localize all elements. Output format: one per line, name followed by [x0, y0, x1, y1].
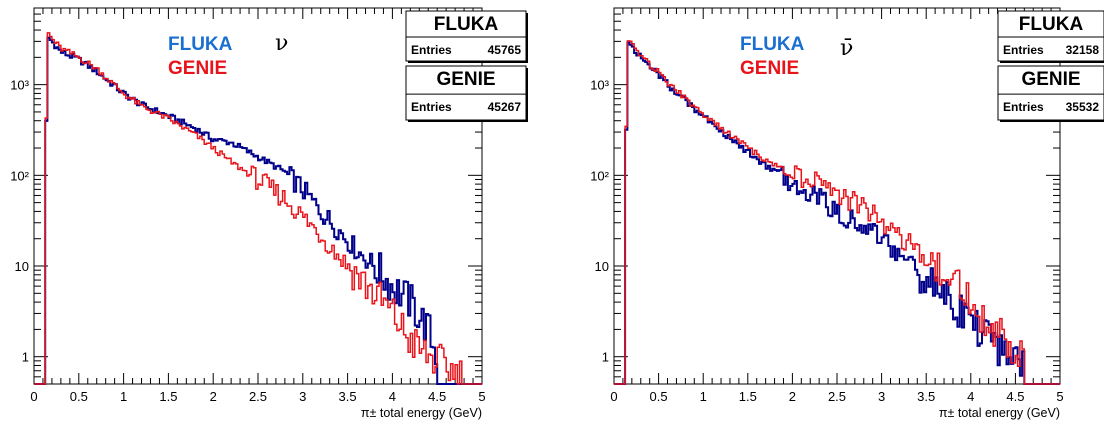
- y-tick-label: 10: [15, 259, 29, 274]
- x-tick-label: 3.5: [339, 389, 357, 404]
- x-tick-label: 1.5: [739, 389, 757, 404]
- x-axis-label: π± total energy (GeV): [361, 406, 482, 420]
- x-tick-label: 0: [30, 389, 37, 404]
- stat-entries-label: Entries: [411, 100, 452, 114]
- chart-panel-1: 0 0.5 1 1.5 2 2.5 3 3.5 4 4.5 5 1 10 10² 10³ π± total e…: [10, 7, 528, 420]
- series-line-genie: [614, 40, 1060, 385]
- stat-box-genie: GENIE Entries 35532: [997, 65, 1104, 122]
- legend-fluka: FLUKA: [740, 34, 805, 55]
- x-tick-label: 2.5: [249, 389, 267, 404]
- x-tick-label: 4.5: [428, 389, 446, 404]
- stat-entries-value: 32158: [1066, 43, 1100, 57]
- stat-entries-label: Entries: [1003, 43, 1044, 57]
- stat-box-title: FLUKA: [1019, 14, 1084, 35]
- x-tick-label: 5: [1056, 389, 1063, 404]
- y-tick-label: 1: [602, 350, 609, 365]
- x-tick-label: 2.5: [828, 389, 846, 404]
- stat-box-genie: GENIE Entries 45267: [405, 65, 528, 122]
- stat-box-title: FLUKA: [434, 14, 499, 35]
- y-tick-label: 10³: [10, 78, 29, 93]
- y-tick-label: 10³: [590, 78, 609, 93]
- stat-entries-value: 45765: [488, 43, 522, 57]
- x-tick-label: 4.5: [1006, 389, 1024, 404]
- x-tick-label: 3: [878, 389, 885, 404]
- stat-box-frame: [405, 65, 527, 121]
- x-tick-label: 3.5: [917, 389, 935, 404]
- x-axis-label: π± total energy (GeV): [939, 406, 1060, 420]
- stat-box-fluka: FLUKA Entries 45765: [405, 10, 528, 63]
- x-tick-label: 4: [389, 389, 396, 404]
- y-tick-label: 10²: [590, 168, 609, 183]
- x-tick-label: 0: [610, 389, 617, 404]
- series-line-fluka: [614, 41, 1060, 385]
- neutrino-symbol: ν̄: [840, 36, 853, 61]
- x-tick-label: 1: [700, 389, 707, 404]
- legend-fluka: FLUKA: [168, 34, 233, 55]
- stat-box-frame: [405, 10, 527, 62]
- x-tick-label: 5: [478, 389, 485, 404]
- stat-entries-value: 45267: [488, 100, 522, 114]
- x-tick-label: 0.5: [650, 389, 668, 404]
- x-tick-label: 1: [120, 389, 127, 404]
- y-tick-label: 10²: [10, 168, 29, 183]
- legend-genie: GENIE: [168, 58, 227, 79]
- legend-genie: GENIE: [740, 58, 799, 79]
- x-tick-label: 0.5: [70, 389, 88, 404]
- chart-panel-2: 0 0.5 1 1.5 2 2.5 3 3.5 4 4.5 5 1 10 10² 10³ π± total e…: [590, 7, 1104, 420]
- stat-box-frame: [997, 65, 1104, 121]
- stat-box-fluka: FLUKA Entries 32158: [997, 10, 1104, 63]
- neutrino-symbol: ν: [275, 31, 288, 56]
- x-tick-label: 3: [299, 389, 306, 404]
- stat-entries-value: 35532: [1066, 100, 1100, 114]
- stat-box-frame: [997, 10, 1104, 62]
- x-tick-label: 1.5: [159, 389, 177, 404]
- stat-entries-label: Entries: [411, 43, 452, 57]
- stat-box-title: GENIE: [1021, 69, 1080, 90]
- series-line-genie: [34, 32, 482, 385]
- plot-frame: [33, 7, 483, 385]
- x-tick-label: 2: [789, 389, 796, 404]
- x-tick-label: 4: [967, 389, 974, 404]
- x-tick-label: 2: [210, 389, 217, 404]
- stat-box-title: GENIE: [436, 69, 495, 90]
- y-tick-label: 1: [22, 350, 29, 365]
- y-tick-label: 10: [595, 259, 609, 274]
- stat-entries-label: Entries: [1003, 100, 1044, 114]
